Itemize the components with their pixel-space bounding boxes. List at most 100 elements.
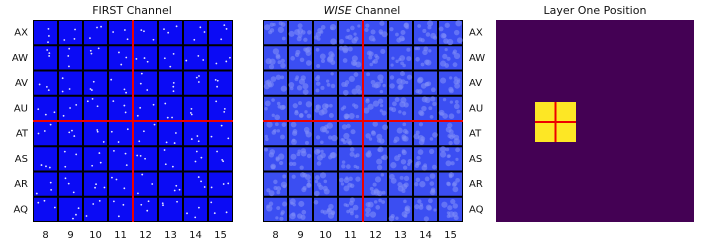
- speck: [73, 135, 76, 137]
- speck: [452, 186, 459, 193]
- speck: [197, 55, 200, 57]
- speck: [152, 38, 155, 41]
- x-tick-label: 14: [189, 230, 202, 241]
- speck: [320, 58, 326, 63]
- speck: [112, 31, 115, 33]
- speck: [110, 78, 113, 81]
- speck: [391, 56, 395, 60]
- speck: [373, 58, 378, 64]
- speck: [171, 165, 174, 168]
- speck: [365, 98, 370, 104]
- speck: [450, 198, 456, 205]
- speck: [266, 121, 273, 128]
- speck: [38, 83, 41, 86]
- cell: [59, 21, 82, 45]
- speck: [416, 77, 423, 84]
- cell: [184, 71, 207, 95]
- speck: [371, 130, 377, 136]
- speck: [419, 181, 426, 188]
- speck: [304, 174, 311, 181]
- cell: [34, 197, 57, 221]
- speck: [448, 88, 454, 94]
- speck: [37, 108, 40, 111]
- cell: [59, 172, 82, 196]
- speck: [415, 177, 421, 183]
- speck: [348, 200, 354, 206]
- speck: [223, 107, 226, 110]
- speck: [399, 55, 406, 61]
- speck: [414, 182, 419, 187]
- speck: [442, 97, 447, 102]
- speck: [370, 79, 376, 85]
- speck: [320, 85, 325, 90]
- speck: [271, 98, 275, 102]
- x-tick-label: 9: [297, 230, 303, 241]
- y-tick-label: AU: [469, 103, 483, 114]
- speck: [302, 83, 309, 90]
- speck: [276, 190, 281, 195]
- speck: [307, 30, 312, 35]
- speck: [307, 179, 311, 183]
- speck: [446, 56, 451, 61]
- speck: [190, 107, 193, 110]
- speck: [342, 89, 349, 96]
- cell: [209, 71, 232, 95]
- speck: [417, 134, 424, 141]
- speck: [43, 130, 46, 132]
- speck: [123, 187, 126, 190]
- speck: [340, 138, 344, 142]
- cell: [159, 96, 182, 120]
- speck: [264, 137, 269, 142]
- x-tick-label: 8: [42, 230, 48, 241]
- cell: [134, 197, 157, 221]
- speck: [277, 60, 282, 65]
- y-tick-label: AX: [14, 28, 28, 39]
- speck: [281, 36, 286, 41]
- speck: [298, 101, 303, 106]
- cell: [34, 71, 57, 95]
- speck: [381, 190, 386, 195]
- cell: [84, 46, 107, 70]
- speck: [317, 27, 323, 34]
- speck: [163, 28, 165, 31]
- speck: [402, 135, 409, 142]
- speck: [455, 177, 460, 183]
- mask-background: [496, 20, 694, 222]
- speck: [330, 38, 337, 45]
- speck: [162, 204, 164, 207]
- speck: [216, 150, 218, 153]
- speck: [429, 189, 436, 196]
- speck: [453, 76, 458, 81]
- speck: [348, 112, 355, 120]
- speck: [440, 32, 447, 39]
- speck: [314, 179, 319, 184]
- speck: [69, 107, 71, 109]
- speck: [210, 135, 213, 138]
- title-part: WISE: [324, 4, 352, 17]
- speck: [406, 56, 412, 62]
- cell: [34, 21, 57, 45]
- speck: [270, 76, 277, 82]
- speck: [282, 201, 288, 207]
- speck: [381, 110, 387, 116]
- speck: [91, 164, 94, 167]
- x-tick-label: 9: [67, 230, 73, 241]
- speck: [86, 100, 89, 103]
- speck: [90, 89, 93, 91]
- panel-title: FIRST Channel: [92, 4, 172, 17]
- cell: [84, 122, 107, 146]
- speck: [53, 206, 56, 209]
- speck: [328, 155, 333, 160]
- speck: [142, 130, 145, 133]
- speck: [197, 81, 200, 83]
- speck: [275, 74, 282, 80]
- speck: [151, 183, 154, 185]
- speck: [328, 51, 334, 57]
- speck: [402, 63, 406, 68]
- speck: [314, 148, 321, 155]
- cell: [109, 147, 132, 171]
- speck: [315, 175, 320, 180]
- speck: [203, 186, 206, 188]
- speck: [456, 109, 461, 114]
